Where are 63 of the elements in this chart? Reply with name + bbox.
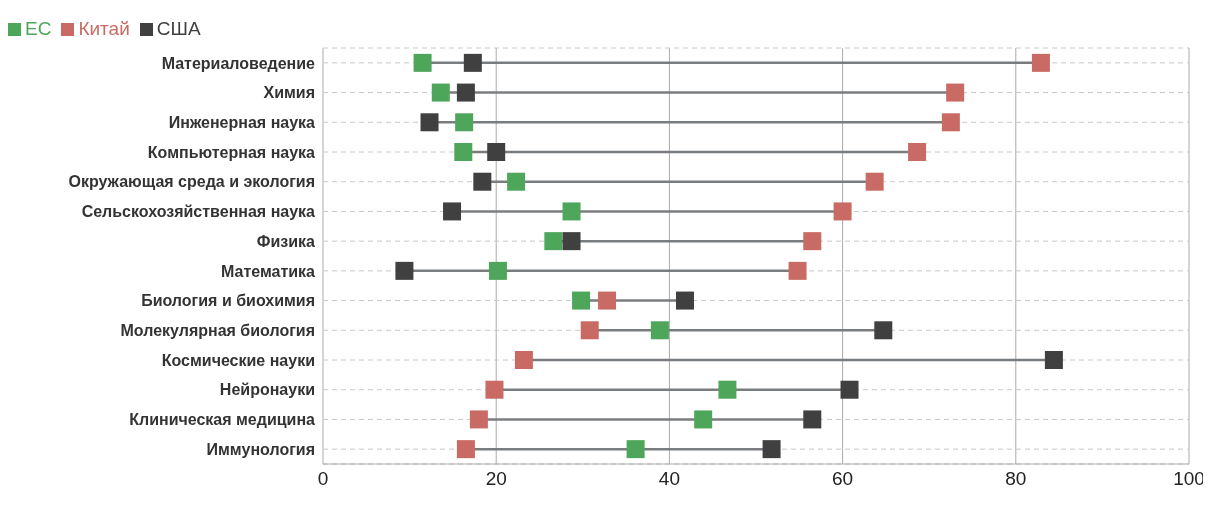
x-tick-label: 20 — [485, 468, 507, 490]
x-tick-label: 80 — [1005, 468, 1027, 490]
y-tick-label: Молекулярная биология — [120, 321, 315, 339]
point — [455, 113, 474, 132]
point — [803, 232, 822, 251]
point — [469, 410, 488, 429]
x-tick-label: 0 — [317, 468, 329, 490]
point — [865, 172, 884, 191]
point — [454, 143, 473, 161]
point — [463, 53, 482, 72]
point — [694, 410, 713, 429]
point — [833, 202, 852, 221]
point — [598, 291, 617, 310]
y-tick-label: Окружающая среда и экология — [68, 173, 315, 191]
point — [456, 83, 475, 102]
point — [544, 232, 563, 251]
point — [420, 113, 439, 132]
point — [456, 440, 475, 459]
point — [443, 202, 462, 221]
y-tick-label: Сельскохозяйственная наука — [81, 203, 316, 221]
point — [908, 143, 927, 161]
point — [1031, 53, 1050, 72]
point — [675, 291, 694, 310]
point — [572, 291, 591, 310]
point — [941, 113, 960, 132]
y-tick-label: Биология и биохимия — [141, 292, 315, 310]
point — [507, 172, 526, 191]
point — [473, 172, 492, 191]
point — [485, 380, 504, 399]
point — [718, 380, 737, 399]
legend-label: ЕС — [25, 18, 52, 39]
point — [788, 261, 807, 280]
y-tick-label: Математика — [220, 262, 316, 280]
point — [840, 380, 859, 399]
y-tick-label: Космические науки — [161, 351, 315, 369]
y-tick-label: Компьютерная наука — [147, 143, 316, 161]
point — [562, 232, 581, 251]
point — [762, 440, 781, 459]
point — [431, 83, 450, 102]
point — [395, 261, 414, 280]
legend-label: Китай — [78, 18, 130, 39]
point — [650, 321, 669, 340]
y-tick-label: Инженерная наука — [168, 113, 316, 131]
x-tick-label: 60 — [832, 468, 854, 490]
y-tick-label: Клиническая медицина — [129, 411, 316, 429]
legend-label: США — [156, 18, 201, 39]
y-tick-label: Нейронауки — [219, 381, 315, 399]
point — [580, 321, 599, 340]
y-tick-label: Материаловедение — [161, 54, 316, 72]
point — [874, 321, 893, 340]
point — [487, 143, 506, 161]
x-tick-label: 40 — [658, 468, 680, 490]
point — [413, 53, 432, 72]
y-tick-label: Химия — [263, 84, 315, 102]
y-tick-label: Иммунология — [206, 440, 315, 458]
point — [514, 351, 533, 369]
point — [1044, 351, 1063, 369]
point — [803, 410, 822, 429]
point — [562, 202, 581, 221]
y-tick-label: Физика — [256, 232, 316, 250]
point — [946, 83, 965, 102]
point — [488, 261, 507, 280]
point — [626, 440, 645, 459]
